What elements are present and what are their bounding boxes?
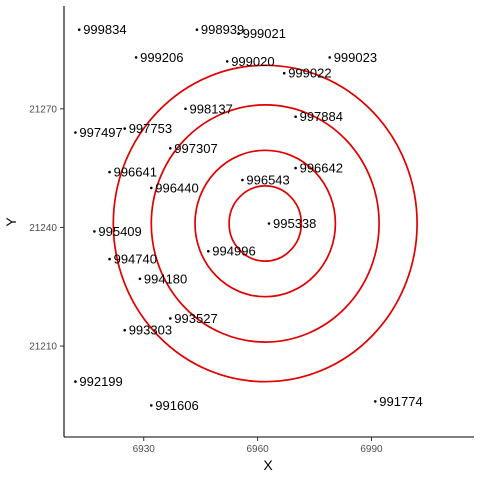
data-point xyxy=(77,28,81,32)
data-point xyxy=(225,60,229,63)
point-label: 999206 xyxy=(140,50,183,65)
x-tick-label: 6930 xyxy=(133,444,156,455)
data-point xyxy=(150,186,153,190)
point-label: 999022 xyxy=(288,66,331,81)
point-label: 996440 xyxy=(155,180,198,195)
data-point xyxy=(123,127,126,130)
data-point xyxy=(150,404,153,407)
data-point xyxy=(134,56,138,59)
data-point xyxy=(237,32,240,35)
axes-layer xyxy=(63,6,474,438)
data-point xyxy=(138,277,142,281)
data-point xyxy=(207,249,210,253)
point-label: 999834 xyxy=(83,22,126,37)
y-tick-label: 21210 xyxy=(29,342,57,353)
ticks-layer: 6930 6960 6990 21210 21240 21270 xyxy=(29,104,383,455)
range-circle-3 xyxy=(150,104,380,343)
point-label: 996642 xyxy=(300,161,343,176)
data-point xyxy=(169,147,172,150)
y-tick-label: 21240 xyxy=(29,223,57,234)
data-point xyxy=(74,131,77,134)
data-point xyxy=(74,380,77,383)
data-point xyxy=(108,257,111,261)
point-label: 996641 xyxy=(114,165,157,180)
data-point xyxy=(241,178,244,182)
point-label: 993527 xyxy=(174,311,217,326)
point-label: 997884 xyxy=(300,109,343,124)
range-circle-1 xyxy=(228,185,303,262)
circles-layer xyxy=(112,64,418,383)
point-label: 995409 xyxy=(98,224,141,239)
data-point xyxy=(195,28,199,32)
x-axis-title: X xyxy=(263,457,273,473)
point-label: 992199 xyxy=(79,374,122,389)
point-label: 994996 xyxy=(212,244,255,259)
point-label: 991606 xyxy=(155,398,198,413)
data-point xyxy=(294,166,297,170)
point-label: 998939 xyxy=(201,22,244,37)
point-label: 997497 xyxy=(79,125,122,140)
point-label: 999020 xyxy=(231,54,274,69)
data-point xyxy=(123,328,126,332)
range-circle-4 xyxy=(112,64,418,383)
point-label: 995338 xyxy=(273,216,316,231)
point-label: 994740 xyxy=(114,252,157,267)
point-label: 994180 xyxy=(144,271,187,286)
data-point xyxy=(184,107,187,111)
x-tick-label: 6990 xyxy=(360,444,383,455)
data-point xyxy=(282,71,286,75)
point-label: 999021 xyxy=(243,26,286,41)
data-point xyxy=(108,170,111,174)
range-circle-2 xyxy=(194,149,337,298)
point-label: 991774 xyxy=(379,394,422,409)
y-tick-label: 21270 xyxy=(29,104,57,115)
data-point xyxy=(169,317,172,320)
point-label: 999023 xyxy=(334,50,377,65)
point-label: 997307 xyxy=(174,141,217,156)
data-point xyxy=(267,222,271,225)
data-point xyxy=(93,230,96,233)
point-label: 997753 xyxy=(129,121,172,136)
point-label: 993303 xyxy=(129,323,172,338)
point-label: 996543 xyxy=(246,173,289,188)
point-label: 998137 xyxy=(190,101,233,116)
y-axis-title: Y xyxy=(3,217,19,227)
data-point xyxy=(374,400,377,403)
x-tick-label: 6960 xyxy=(246,444,269,455)
data-point xyxy=(328,56,332,59)
data-point xyxy=(294,115,297,118)
